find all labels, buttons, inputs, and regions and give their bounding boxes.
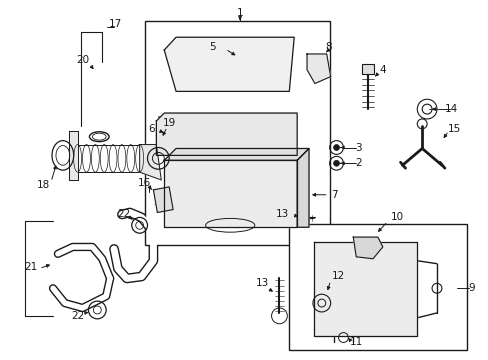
Text: 4: 4 — [379, 65, 386, 75]
Text: 9: 9 — [467, 283, 474, 293]
Text: 5: 5 — [209, 42, 215, 52]
Text: 22: 22 — [117, 210, 130, 220]
Circle shape — [333, 160, 339, 166]
Polygon shape — [306, 54, 330, 84]
Polygon shape — [164, 37, 294, 91]
Bar — [362, 64, 373, 74]
Polygon shape — [352, 237, 382, 259]
Text: 8: 8 — [325, 42, 331, 52]
Polygon shape — [153, 187, 173, 212]
Polygon shape — [164, 160, 297, 227]
Text: 16: 16 — [138, 178, 151, 188]
Text: 13: 13 — [275, 210, 288, 220]
Text: 14: 14 — [444, 104, 457, 114]
Polygon shape — [164, 148, 308, 160]
Text: 17: 17 — [108, 19, 122, 30]
Text: 19: 19 — [162, 118, 176, 128]
Polygon shape — [297, 148, 308, 227]
Text: 2: 2 — [354, 158, 361, 168]
Text: 11: 11 — [349, 337, 362, 347]
Polygon shape — [140, 145, 161, 180]
Text: 13: 13 — [256, 278, 269, 288]
Text: 21: 21 — [25, 262, 38, 272]
Polygon shape — [313, 242, 416, 336]
Text: 15: 15 — [447, 124, 460, 134]
Text: 12: 12 — [331, 271, 345, 282]
Text: 3: 3 — [354, 143, 361, 153]
Text: 1: 1 — [236, 8, 243, 18]
Text: 22: 22 — [71, 311, 84, 321]
Bar — [289, 224, 466, 350]
Polygon shape — [156, 113, 297, 156]
Text: 20: 20 — [76, 55, 89, 65]
Text: 6: 6 — [148, 124, 155, 134]
Polygon shape — [69, 131, 78, 180]
Text: 7: 7 — [330, 190, 337, 200]
Text: 10: 10 — [390, 212, 404, 222]
Circle shape — [333, 145, 339, 150]
Text: 18: 18 — [37, 180, 50, 190]
Bar — [144, 21, 329, 245]
